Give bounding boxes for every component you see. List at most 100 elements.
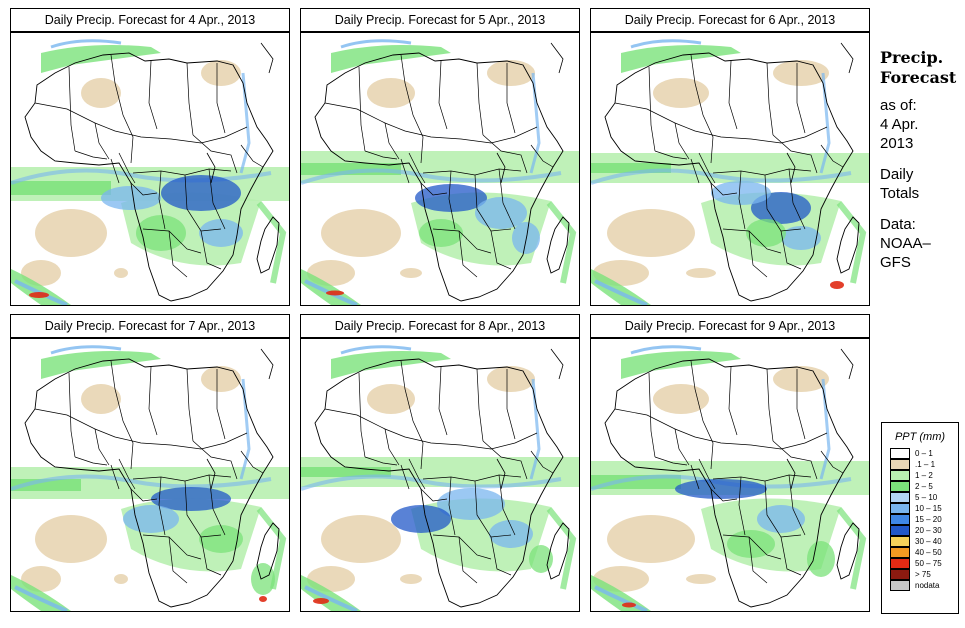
- north-rain-band: [340, 345, 412, 355]
- country-border: [530, 450, 554, 474]
- legend-label: 20 – 30: [915, 526, 942, 535]
- country-border: [384, 122, 400, 160]
- lake-outline: [496, 152, 506, 184]
- country-border: [614, 102, 828, 144]
- country-border: [458, 536, 478, 584]
- legend-swatch: [890, 448, 910, 459]
- country-border: [324, 102, 538, 144]
- country-border: [490, 536, 512, 576]
- panel-title: Daily Precip. Forecast for 5 Apr., 2013: [300, 8, 580, 32]
- country-border: [766, 368, 774, 442]
- country-border: [94, 122, 110, 160]
- coastal-rain: [239, 378, 251, 480]
- lake-outline: [206, 152, 216, 184]
- country-border: [148, 366, 158, 436]
- forecast-panel-5: Daily Precip. Forecast for 8 Apr., 2013: [300, 314, 580, 612]
- country-border: [408, 152, 426, 184]
- side-title-line2: Forecast: [880, 68, 957, 87]
- north-rain-band: [41, 45, 161, 73]
- country-border: [358, 66, 366, 152]
- country-border: [438, 366, 448, 436]
- lake-outline: [496, 458, 506, 490]
- country-border: [130, 488, 158, 502]
- rain-cell: [161, 175, 241, 211]
- country-border: [690, 360, 714, 470]
- heavy-rain-cell: [326, 290, 344, 296]
- legend-title: PPT (mm): [894, 431, 946, 443]
- dry-area: [201, 60, 241, 86]
- country-border: [110, 158, 120, 184]
- daily-line1: Daily: [880, 166, 914, 183]
- southern-storm: [594, 279, 648, 305]
- legend-label: 5 – 10: [915, 493, 938, 502]
- country-border: [788, 168, 806, 230]
- madagascar-outline: [256, 522, 280, 580]
- legend-swatch: [890, 481, 910, 492]
- coastal-rain: [836, 201, 867, 284]
- legend-label: 40 – 50: [915, 548, 942, 557]
- dry-area: [773, 366, 829, 392]
- itcz-rain-band: [301, 474, 562, 491]
- precip-map: [300, 338, 580, 612]
- country-border: [474, 480, 512, 538]
- legend-item: nodata: [882, 580, 958, 591]
- country-border: [780, 230, 802, 270]
- country-border: [34, 102, 248, 144]
- country-border: [772, 134, 818, 174]
- north-rain-band: [621, 45, 741, 73]
- panel-title: Daily Precip. Forecast for 8 Apr., 2013: [300, 314, 580, 338]
- dry-area: [114, 574, 128, 584]
- itcz-rain-band: [301, 467, 391, 477]
- panel-title: Daily Precip. Forecast for 7 Apr., 2013: [10, 314, 290, 338]
- legend-label: 10 – 15: [915, 504, 942, 513]
- legend-label: 0 – 1: [915, 449, 933, 458]
- country-border: [400, 158, 410, 184]
- country-border: [788, 474, 806, 536]
- legend-item: 1 – 2: [882, 470, 958, 481]
- north-rain-band: [340, 39, 412, 49]
- dry-area: [607, 515, 695, 563]
- heavy-rain-cell: [259, 596, 267, 602]
- rain-cell: [437, 488, 505, 520]
- southern-storm: [11, 575, 71, 611]
- north-rain-band: [630, 345, 702, 355]
- country-border: [94, 428, 110, 466]
- dry-area: [400, 268, 422, 278]
- legend-swatch: [890, 547, 910, 558]
- country-border: [240, 144, 264, 168]
- rain-cell: [711, 181, 771, 205]
- country-border: [158, 170, 166, 230]
- country-border: [34, 408, 248, 450]
- heavy-rain-cell: [313, 598, 329, 604]
- madagascar-outline: [836, 522, 860, 580]
- africa-coastline: [314, 358, 564, 608]
- country-border: [438, 60, 448, 130]
- dry-area: [487, 366, 535, 392]
- southern-storm: [301, 269, 361, 305]
- data-line1: Data:: [880, 216, 916, 233]
- coastal-rain: [819, 72, 831, 174]
- country-border: [674, 428, 690, 466]
- africa-coastline: [314, 52, 564, 302]
- country-border: [654, 150, 688, 160]
- legend-item: 30 – 40: [882, 536, 958, 547]
- country-border: [482, 134, 528, 174]
- country-border: [432, 228, 492, 254]
- north-rain-band: [50, 345, 122, 355]
- legend: PPT (mm) 0 – 1 .1 – 1 1 – 2 2 – 5 5 – 10 10 –…: [881, 422, 959, 614]
- panel-title: Daily Precip. Forecast for 4 Apr., 2013: [10, 8, 290, 32]
- country-border: [130, 182, 158, 196]
- southern-storm: [11, 269, 71, 305]
- country-border: [400, 464, 410, 490]
- country-border: [432, 534, 492, 560]
- coastal-rain: [836, 507, 867, 590]
- dry-area: [367, 78, 415, 108]
- country-border: [186, 62, 194, 136]
- panel-title: Daily Precip. Forecast for 6 Apr., 2013: [590, 8, 870, 32]
- madagascar-outline: [256, 216, 280, 274]
- heavy-rain-cell: [830, 281, 844, 289]
- country-border: [384, 428, 400, 466]
- country-border: [400, 54, 424, 164]
- legend-swatch: [890, 525, 910, 536]
- southern-storm: [14, 585, 68, 611]
